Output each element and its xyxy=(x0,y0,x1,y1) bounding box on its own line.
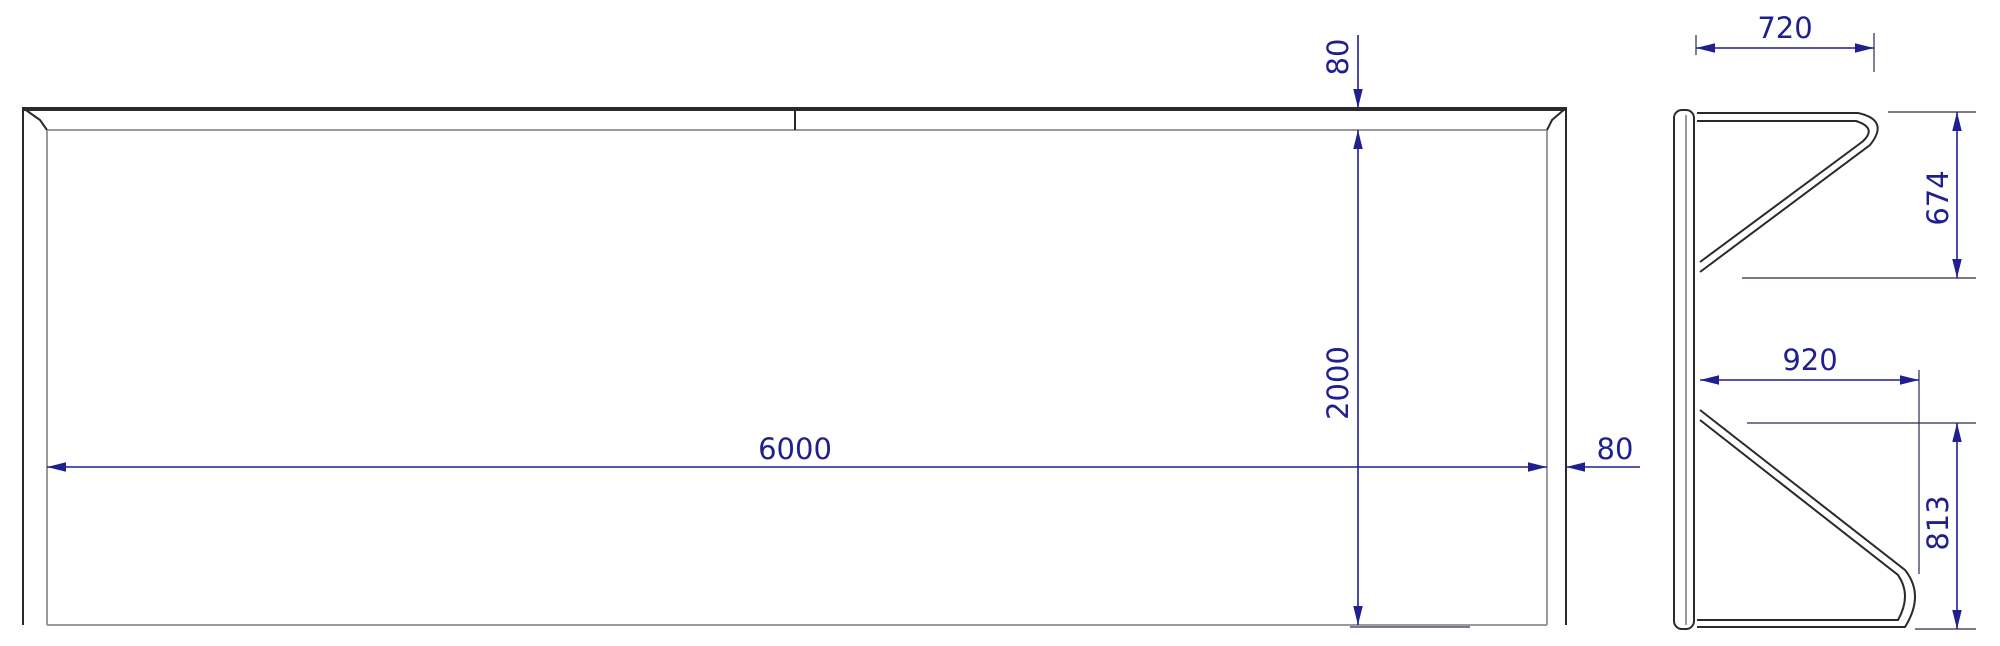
lower-support-bar xyxy=(1697,409,1916,628)
lower-support-bar-inner xyxy=(1697,419,1906,621)
corner-miter-left xyxy=(22,107,48,131)
side-view: 720 674 920 813 xyxy=(1673,11,1976,630)
dimension-6000-label: 6000 xyxy=(758,432,832,466)
dimension-2000-label: 2000 xyxy=(1321,346,1355,420)
goal-frame-inner xyxy=(46,129,1548,625)
dimension-813-label: 813 xyxy=(1921,495,1955,550)
upper-support-bar xyxy=(1697,112,1879,273)
upper-support-bar-inner xyxy=(1697,120,1870,263)
dimension-720-label: 720 xyxy=(1757,11,1812,45)
dimension-80-post-label: 80 xyxy=(1597,432,1634,466)
corner-miter-right xyxy=(1546,107,1567,131)
front-view: 6000 80 2000 80 xyxy=(22,35,1640,628)
dimension-920-label: 920 xyxy=(1782,343,1837,377)
side-post xyxy=(1673,109,1695,630)
dimension-80-top-label: 80 xyxy=(1321,39,1355,76)
dimension-674-label: 674 xyxy=(1921,170,1955,225)
